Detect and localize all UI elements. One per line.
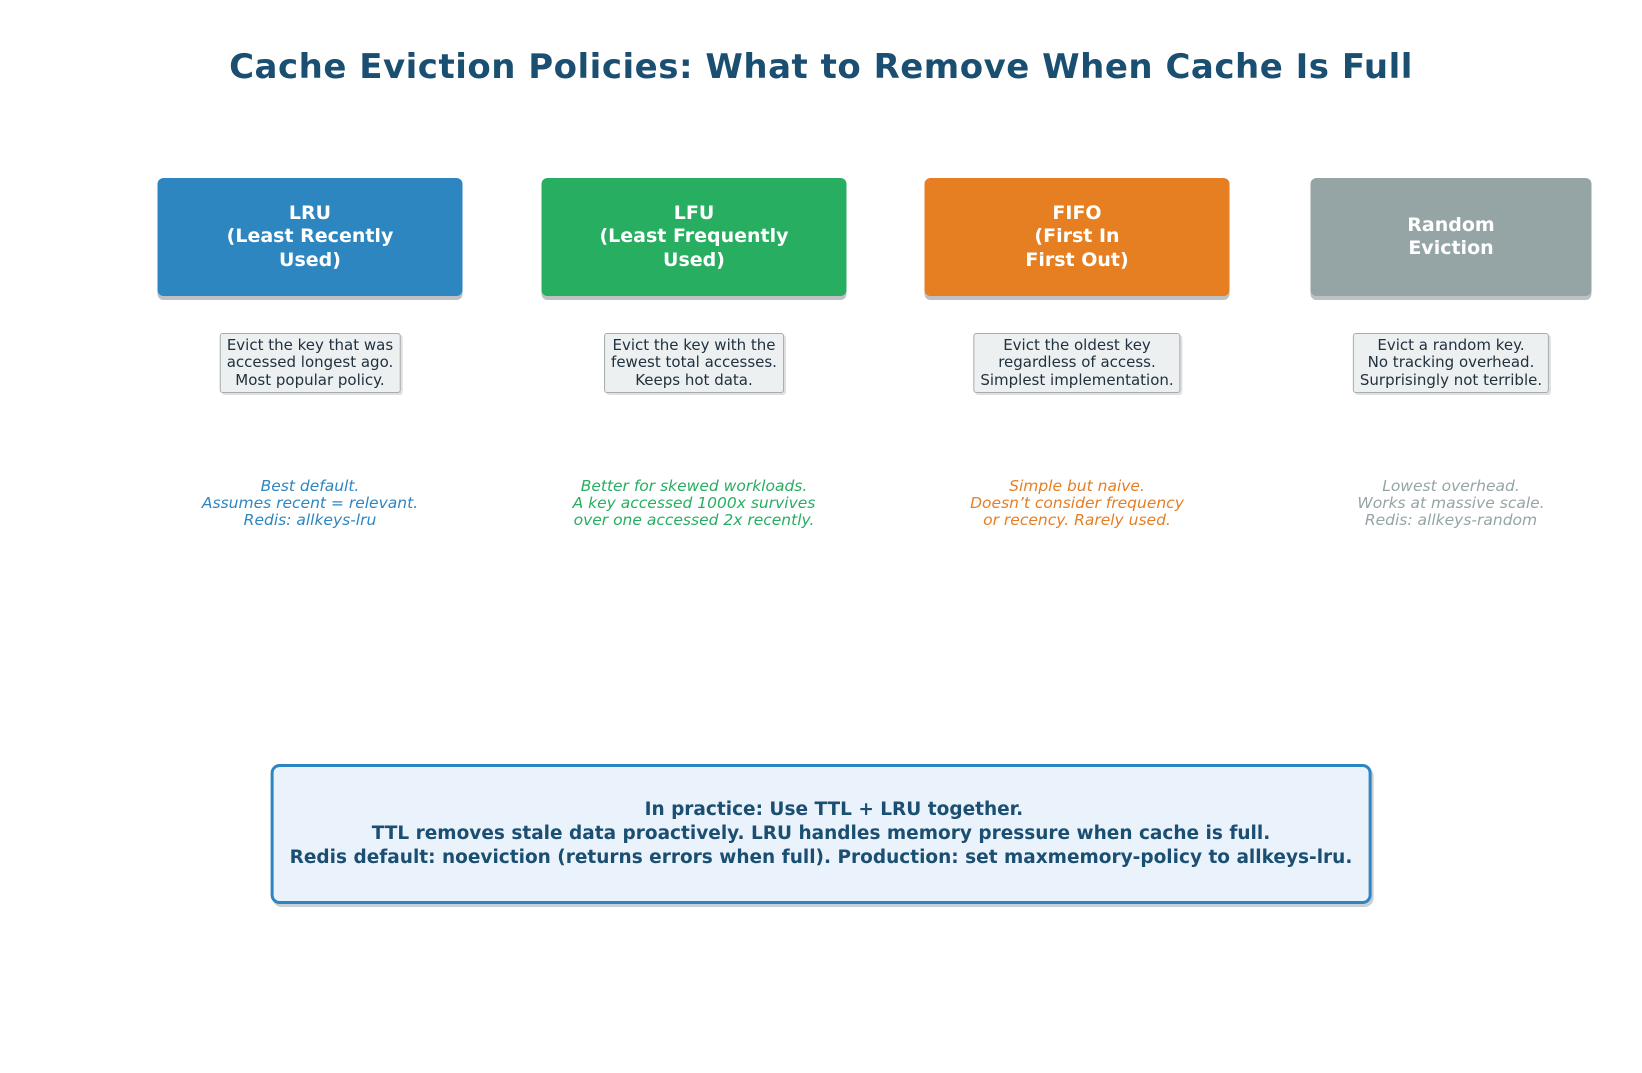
policy-column: LFU (Least Frequently Used) Evict the ke…: [494, 0, 894, 1073]
policy-card-label: LRU (Least Recently Used): [226, 201, 394, 271]
callout-box: In practice: Use TTL + LRU together. TTL…: [270, 764, 1372, 904]
policy-card: LRU (Least Recently Used): [157, 178, 463, 296]
policy-card: FIFO (First In First Out): [924, 178, 1230, 296]
policy-description: Evict the key that was accessed longest …: [219, 333, 401, 394]
policy-description: Evict the oldest key regardless of acces…: [973, 333, 1181, 394]
policy-note: Simple but naive. Doesn’t consider frequ…: [970, 477, 1184, 530]
policy-note: Lowest overhead. Works at massive scale.…: [1357, 477, 1545, 530]
policy-description: Evict a random key. No tracking overhead…: [1352, 333, 1550, 394]
policy-note: Better for skewed workloads. A key acces…: [572, 477, 816, 530]
policy-card: LFU (Least Frequently Used): [541, 178, 847, 296]
policy-column: LRU (Least Recently Used) Evict the key …: [110, 0, 510, 1073]
policy-description: Evict the key with the fewest total acce…: [604, 333, 784, 394]
policy-card-label: FIFO (First In First Out): [1025, 201, 1129, 271]
callout-text: In practice: Use TTL + LRU together. TTL…: [289, 799, 1353, 868]
policy-card: Random Eviction: [1310, 178, 1592, 296]
policy-card-label: LFU (Least Frequently Used): [599, 201, 789, 271]
policy-card-label: Random Eviction: [1407, 213, 1495, 260]
page-title: Cache Eviction Policies: What to Remove …: [229, 47, 1413, 87]
policy-column: FIFO (First In First Out) Evict the olde…: [877, 0, 1277, 1073]
policy-note: Best default. Assumes recent = relevant.…: [201, 477, 419, 530]
policy-column: Random Eviction Evict a random key. No t…: [1253, 0, 1642, 1073]
